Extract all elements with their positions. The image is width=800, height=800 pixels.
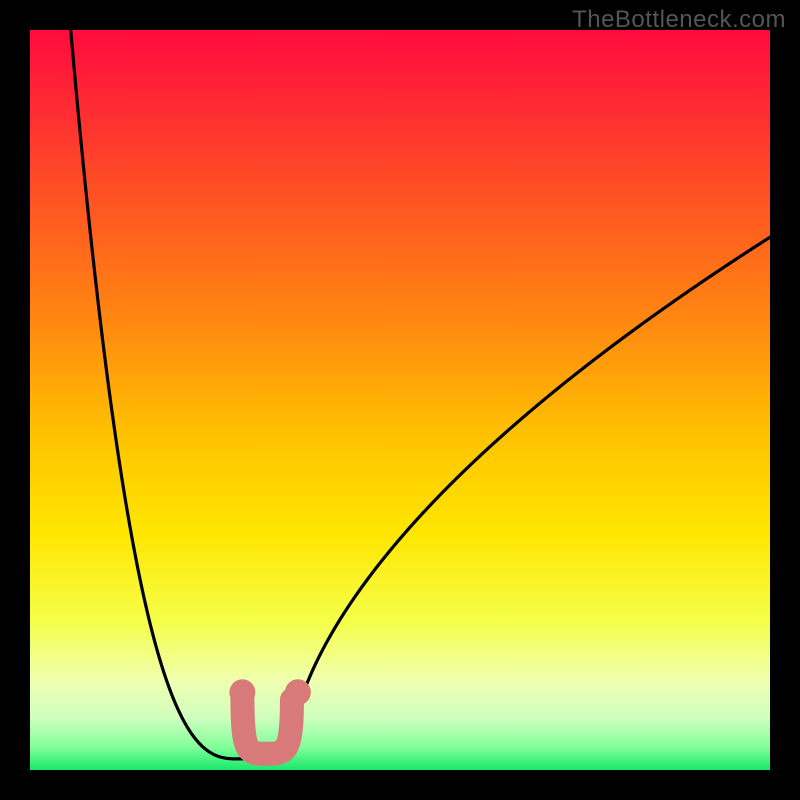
plot-svg bbox=[30, 30, 770, 770]
highlight-dot-left bbox=[229, 679, 255, 705]
highlight-dot-right bbox=[285, 679, 311, 705]
plot-area bbox=[30, 30, 770, 770]
gradient-background bbox=[30, 30, 770, 770]
chart-container: TheBottleneck.com bbox=[0, 0, 800, 800]
